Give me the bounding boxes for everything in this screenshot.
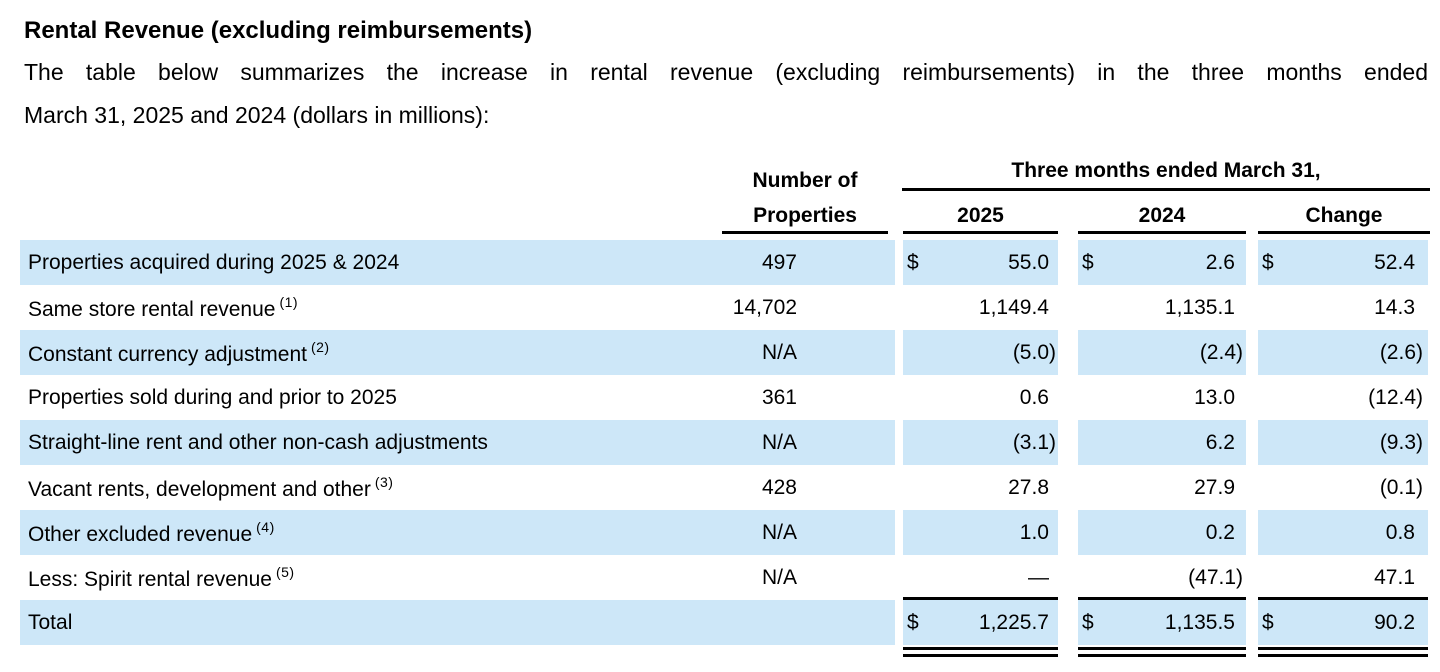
col-header-2024: 2024 (1138, 204, 1186, 227)
value-change: 52.4 (1374, 250, 1415, 274)
col-header-change: Change (1305, 204, 1383, 227)
row-label: Straight-line rent and other non-cash ad… (28, 430, 488, 454)
col-header-number-of: Number of (752, 169, 858, 192)
number-of-properties-value: 361 (761, 385, 797, 409)
value-2024: 13.0 (1194, 385, 1235, 409)
value-2025: 1.0 (1019, 520, 1049, 544)
col-header-2025: 2025 (957, 204, 1004, 227)
row-label: Same store rental revenue (1) (28, 293, 299, 321)
col-change-underline (1258, 231, 1430, 234)
number-of-properties-value: N/A (761, 520, 797, 544)
table-row: Straight-line rent and other non-cash ad… (20, 420, 1432, 465)
value-2025: 27.8 (1008, 475, 1049, 499)
footnote-marker: (2) (310, 338, 330, 355)
table-row: Other excluded revenue (4) N/A 1.0 0.2 0.… (20, 510, 1432, 555)
value-2024: 6.2 (1205, 430, 1235, 454)
table-row: Same store rental revenue (1) 14,702 1,14… (20, 285, 1432, 330)
value-2025: 1,225.7 (978, 610, 1049, 634)
value-change: (9.3) (1379, 430, 1423, 454)
table-row: Vacant rents, development and other (3) 4… (20, 465, 1432, 510)
value-2025: 1,149.4 (978, 295, 1049, 319)
value-change: (2.6) (1379, 340, 1423, 364)
col-2025-underline (903, 231, 1058, 234)
footnote-marker: (4) (256, 518, 275, 535)
intro-paragraph-line2: March 31, 2025 and 2024 (dollars in mill… (24, 102, 490, 128)
table-row: Less: Spirit rental revenue (5) N/A — (47… (20, 555, 1432, 600)
value-2025: — (1028, 565, 1049, 589)
value-change: 90.2 (1374, 610, 1415, 634)
number-of-properties-value: 14,702 (732, 295, 797, 319)
value-change: 47.1 (1374, 565, 1415, 589)
table-row: Properties sold during and prior to 2025… (20, 375, 1432, 420)
table-row: Total $ 1,225.7 $ 1,135.5 $ 90.2 (20, 600, 1432, 657)
dollar-sign-2025: $ (907, 610, 919, 634)
row-label: Less: Spirit rental revenue (5) (28, 563, 295, 591)
value-2024: 1,135.1 (1164, 295, 1235, 319)
col-header-properties: Properties (753, 204, 857, 227)
row-label: Constant currency adjustment (2) (28, 338, 330, 366)
value-2025: (3.1) (1012, 430, 1056, 454)
dollar-sign-change: $ (1262, 610, 1274, 634)
number-of-properties-value: 497 (761, 250, 797, 274)
properties-col-underline (722, 231, 888, 234)
intro-paragraph-line1: The table below summarizes the increase … (24, 59, 1428, 85)
page-title: Rental Revenue (excluding reimbursements… (24, 17, 533, 44)
table-row: Properties acquired during 2025 & 2024 4… (20, 240, 1432, 285)
value-change: (12.4) (1368, 385, 1423, 409)
footnote-marker: (1) (279, 293, 299, 310)
period-span-underline (902, 188, 1430, 191)
dollar-sign-change: $ (1262, 250, 1274, 274)
table-row: Constant currency adjustment (2) N/A (5.0… (20, 330, 1432, 375)
value-2025: 55.0 (1008, 250, 1049, 274)
row-label: Vacant rents, development and other (3) (28, 473, 394, 501)
col-header-period-span: Three months ended March 31, (1011, 159, 1321, 182)
value-2024: (47.1) (1188, 565, 1243, 589)
footnote-marker: (3) (374, 473, 394, 490)
value-2024: 2.6 (1205, 250, 1235, 274)
footnote-marker: (5) (275, 563, 295, 580)
number-of-properties-value: N/A (761, 430, 797, 454)
value-2024: 1,135.5 (1164, 610, 1235, 634)
row-label: Properties acquired during 2025 & 2024 (28, 250, 400, 274)
value-2024: 0.2 (1205, 520, 1235, 544)
row-label: Total (28, 610, 73, 634)
number-of-properties-value: N/A (761, 565, 797, 589)
value-change: 0.8 (1385, 520, 1415, 544)
value-2025: 0.6 (1019, 385, 1049, 409)
value-change: 14.3 (1374, 295, 1415, 319)
number-of-properties-value: 428 (761, 475, 797, 499)
number-of-properties-value: N/A (761, 340, 797, 364)
value-2025: (5.0) (1012, 340, 1056, 364)
value-2024: 27.9 (1194, 475, 1235, 499)
dollar-sign-2024: $ (1082, 250, 1094, 274)
rental-revenue-table: Number of Properties Three months ended … (20, 150, 1432, 660)
row-label: Other excluded revenue (4) (28, 518, 275, 546)
col-2024-underline (1078, 231, 1246, 234)
value-change: (0.1) (1379, 475, 1423, 499)
row-label: Properties sold during and prior to 2025 (28, 385, 397, 409)
value-2024: (2.4) (1199, 340, 1243, 364)
dollar-sign-2024: $ (1082, 610, 1094, 634)
dollar-sign-2025: $ (907, 250, 919, 274)
